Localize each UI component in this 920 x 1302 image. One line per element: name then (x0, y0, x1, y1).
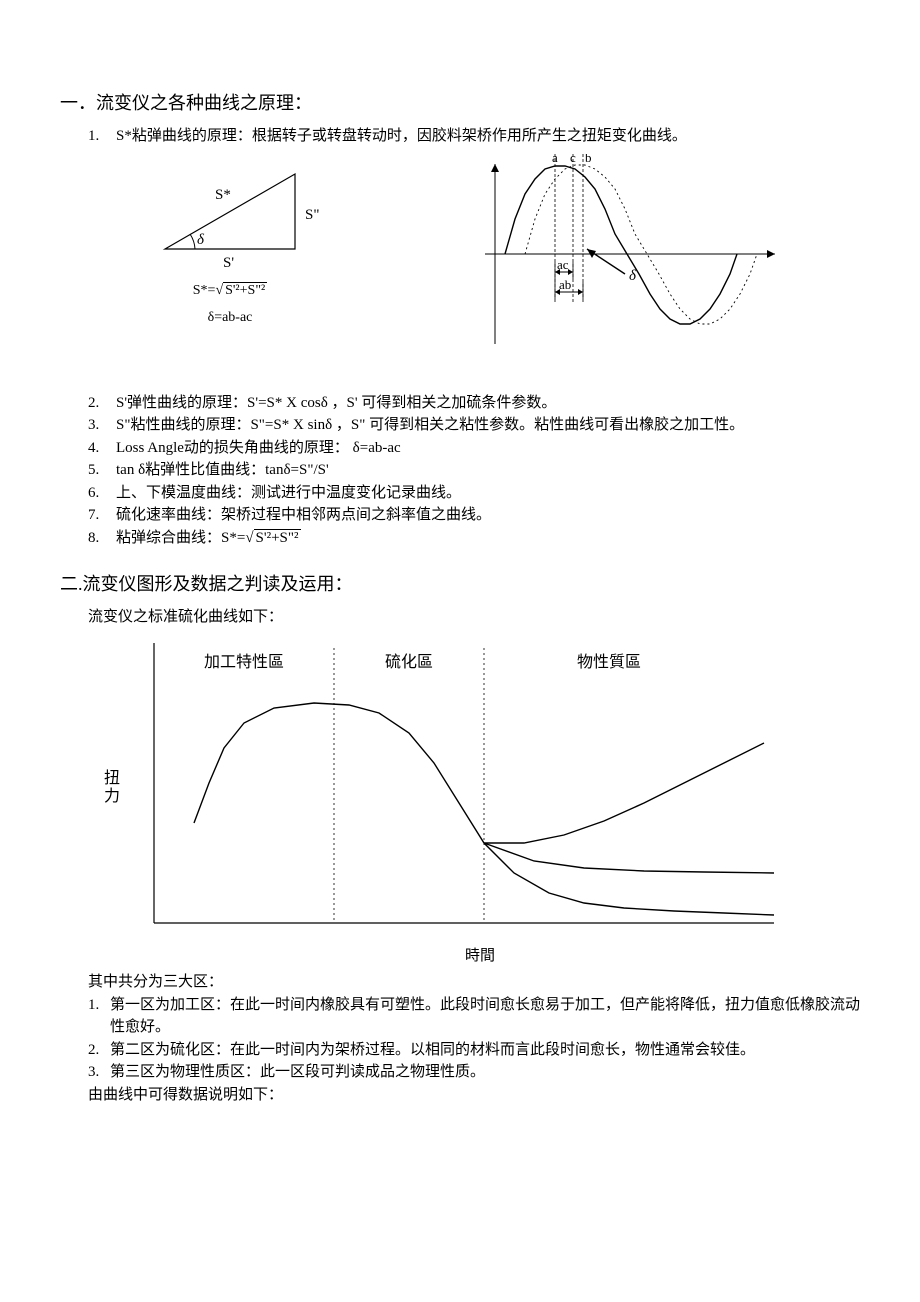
s1-item3: 3. S"粘性曲线的原理：S"=S* X sinδ ，S" 可得到相关之粘性参数… (88, 414, 860, 437)
section2-intro: 流变仪之标准硫化曲线如下： (88, 606, 860, 629)
section1-heading: 一．流变仪之各种曲线之原理： (60, 90, 860, 117)
b2: 2. 第二区为硫化区：在此一时间内为架桥过程。以相同的材料而言此段时间愈长，物性… (88, 1039, 860, 1062)
curve-revert (484, 743, 764, 843)
y-arrow (491, 164, 499, 172)
curve-plateau (484, 843, 774, 873)
cure-chart: 加工特性區 硫化區 物性質區 (124, 633, 784, 943)
yl1: 扭 (100, 770, 124, 788)
svg-text:δ: δ (629, 268, 637, 284)
txt: 第二区为硫化区：在此一时间内为架桥过程。以相同的材料而言此段时间愈长，物性通常会… (110, 1039, 860, 1062)
tail: 由曲线中可得数据说明如下： (88, 1084, 860, 1107)
svg-text:加工特性區: 加工特性區 (204, 653, 284, 671)
svg-text:b: b (585, 154, 592, 165)
num: 6. (88, 482, 116, 505)
zone-dividers (334, 648, 484, 923)
triangle-column: S* S" S' δ S*=√S'²+S"² δ=ab-ac (135, 154, 325, 328)
item8-root: S'²+S"² (254, 529, 301, 546)
figure-row: S* S" S' δ S*=√S'²+S"² δ=ab-ac acb acab … (60, 154, 860, 374)
txt: tan δ粘弹性比值曲线：tanδ=S"/S' (116, 459, 860, 482)
section2-heading: 二.流变仪图形及数据之判读及运用： (60, 571, 860, 598)
num: 5. (88, 459, 116, 482)
num: 1. (88, 994, 110, 1017)
txt: 上、下模温度曲线：测试进行中温度变化记录曲线。 (116, 482, 860, 505)
txt: S"粘性曲线的原理：S"=S* X sinδ ，S" 可得到相关之粘性参数。粘性… (116, 414, 860, 437)
angle-arc (190, 234, 195, 249)
below-intro: 其中共分为三大区： (88, 971, 860, 994)
x-axis-label: 時間 (100, 945, 860, 968)
s1-item8: 8. 粘弹综合曲线：S*=√S'²+S"² (88, 527, 860, 550)
dimension-lines: ac ab (555, 257, 583, 299)
txt: S*粘弹曲线的原理：根据转子或转盘转动时，因胶料架桥作用所产生之扭矩变化曲线。 (116, 125, 860, 148)
eq1: S*=√S'²+S"² (193, 280, 267, 301)
num: 3. (88, 1061, 110, 1084)
txt: 第三区为物理性质区：此一区段可判读成品之物理性质。 (110, 1061, 860, 1084)
y-axis-label: 扭 力 (100, 770, 124, 805)
txt: 粘弹综合曲线：S*=√S'²+S"² (116, 527, 860, 550)
b1: 1. 第一区为加工区：在此一时间内橡胶具有可塑性。此段时间愈长愈易于加工，但产能… (88, 994, 860, 1039)
s1-item5: 5. tan δ粘弹性比值曲线：tanδ=S"/S' (88, 459, 860, 482)
txt: 硫化速率曲线：架桥过程中相邻两点间之斜率值之曲线。 (116, 504, 860, 527)
s1-item4: 4. Loss Angle动的损失角曲线的原理： δ=ab-ac (88, 437, 860, 460)
sine-solid (505, 166, 737, 324)
label-s-star: S* (215, 187, 231, 203)
eq1-pre: S*= (193, 283, 216, 298)
eq2: δ=ab-ac (208, 307, 253, 328)
s1-item6: 6. 上、下模温度曲线：测试进行中温度变化记录曲线。 (88, 482, 860, 505)
svg-text:硫化區: 硫化區 (385, 653, 433, 671)
svg-text:物性質區: 物性質區 (577, 653, 641, 671)
num: 1. (88, 125, 116, 148)
num: 2. (88, 1039, 110, 1062)
num: 3. (88, 414, 116, 437)
eq1-root: S'²+S"² (223, 282, 267, 298)
label-s-prime: S' (223, 255, 234, 271)
sine-labels: a cb (552, 154, 592, 165)
x-arrow (767, 250, 775, 258)
s1-item7: 7. 硫化速率曲线：架桥过程中相邻两点间之斜率值之曲线。 (88, 504, 860, 527)
label-s-dbl: S" (305, 207, 319, 223)
svg-text:ac: ac (557, 257, 569, 272)
num: 8. (88, 527, 116, 550)
sine-dotted (525, 165, 757, 324)
s1-item2: 2. S'弹性曲线的原理：S'=S* X cosδ ，S' 可得到相关之加硫条件… (88, 392, 860, 415)
item8-pre: 粘弹综合曲线：S*= (116, 530, 245, 546)
cure-chart-box: 扭 力 加工特性區 硫化區 物性質區 時間 (100, 633, 860, 968)
num: 7. (88, 504, 116, 527)
sine-diagram: acb acab δ (475, 154, 785, 374)
num: 4. (88, 437, 116, 460)
yl2: 力 (100, 788, 124, 806)
zone-labels: 加工特性區 硫化區 物性質區 (204, 653, 641, 671)
txt: S'弹性曲线的原理：S'=S* X cosδ ，S' 可得到相关之加硫条件参数。 (116, 392, 860, 415)
svg-text:ab: ab (559, 277, 571, 292)
triangle-diagram: S* S" S' δ (135, 154, 325, 274)
txt: 第一区为加工区：在此一时间内橡胶具有可塑性。此段时间愈长愈易于加工，但产能将降低… (110, 994, 860, 1039)
triangle (165, 174, 295, 249)
svg-text:c: c (570, 154, 576, 165)
b3: 3. 第三区为物理性质区：此一区段可判读成品之物理性质。 (88, 1061, 860, 1084)
num: 2. (88, 392, 116, 415)
label-delta: δ (197, 232, 205, 248)
svg-text:a: a (552, 154, 558, 165)
txt: Loss Angle动的损失角曲线的原理： δ=ab-ac (116, 437, 860, 460)
s1-item1: 1. S*粘弹曲线的原理：根据转子或转盘转动时，因胶料架桥作用所产生之扭矩变化曲… (88, 125, 860, 148)
